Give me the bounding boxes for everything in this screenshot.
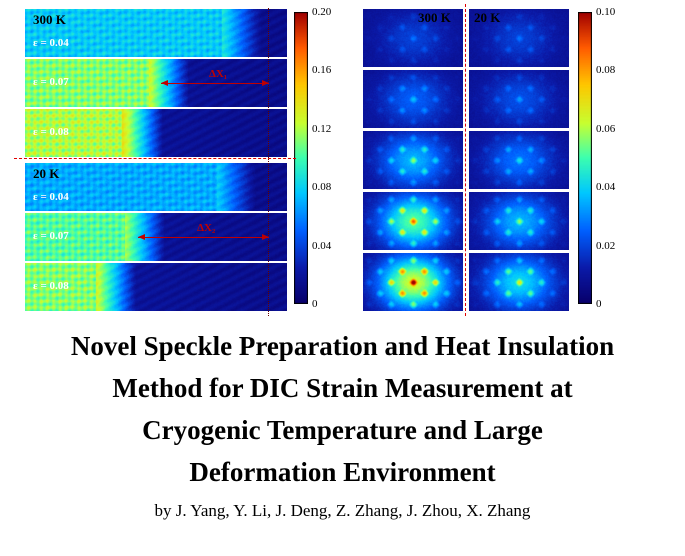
dashed-divider-vertical <box>465 4 466 316</box>
heatmap-canvas <box>469 131 569 189</box>
colorbar-tick: 0 <box>596 298 602 310</box>
strain-label: ε = 0.08 <box>33 126 69 138</box>
heatmap-row: ε = 0.04 300 K <box>24 8 286 56</box>
colorbar-tick: 0.16 <box>312 64 331 76</box>
strain-label: ε = 0.04 <box>33 191 69 203</box>
heatmap-row: ε = 0.08 <box>24 108 286 156</box>
heatmap-row: ε = 0.07 ΔX₁ <box>24 58 286 106</box>
heatmap-canvas <box>363 253 463 311</box>
colorbar-right: 0.100.080.060.040.020 <box>578 12 592 304</box>
delta-label: ΔX₂ <box>197 222 215 234</box>
heatmap-canvas <box>25 163 287 211</box>
dashed-divider-horizontal <box>14 158 296 159</box>
title-line-2: Method for DIC Strain Measurement at <box>0 368 685 410</box>
heatmap-canvas <box>469 192 569 250</box>
heatmap-canvas <box>469 253 569 311</box>
title-line-3: Cryogenic Temperature and Large <box>0 410 685 452</box>
heatmap-canvas <box>363 131 463 189</box>
heatmap-canvas <box>363 70 463 128</box>
strain-label: ε = 0.04 <box>33 37 69 49</box>
colorbar-tick: 0.12 <box>312 123 331 135</box>
right-panel: 300 K20 K 0.100.080.060.040.020 <box>362 8 622 312</box>
heatmap-row: ε = 0.08 <box>24 262 286 310</box>
colorbar-tick: 0.08 <box>312 181 331 193</box>
left-panel: ε = 0.04 300 K ε = 0.07 ΔX₁ ε = 0.08 ε = 0.04… <box>24 8 312 312</box>
delta-arrow <box>138 237 269 238</box>
colorbar-tick: 0.08 <box>596 64 615 76</box>
heatmap-row <box>468 191 568 249</box>
heatmap-row <box>362 191 462 249</box>
colorbar-tick: 0.02 <box>596 240 615 252</box>
heatmap-row <box>362 69 462 127</box>
heatmap-row <box>468 130 568 188</box>
right-column: 300 K <box>362 8 462 312</box>
title-line-1: Novel Speckle Preparation and Heat Insul… <box>0 326 685 368</box>
colorbar-tick: 0.04 <box>596 181 615 193</box>
heatmap-row <box>468 69 568 127</box>
colorbar-tick: 0.06 <box>596 123 615 135</box>
heatmap-canvas <box>469 70 569 128</box>
delta-label: ΔX₁ <box>209 68 227 80</box>
colorbar-tick: 0.10 <box>596 6 615 18</box>
title-line-4: Deformation Environment <box>0 452 685 494</box>
temperature-label: 300 K <box>418 10 451 26</box>
strain-label: ε = 0.08 <box>33 280 69 292</box>
heatmap-canvas <box>363 192 463 250</box>
title-block: Novel Speckle Preparation and Heat Insul… <box>0 326 685 521</box>
heatmap-row <box>362 252 462 310</box>
strain-label: ε = 0.07 <box>33 230 69 242</box>
delta-arrow <box>161 83 268 84</box>
temperature-label: 300 K <box>33 12 66 28</box>
colorbar-tick: 0.20 <box>312 6 331 18</box>
strain-label: ε = 0.07 <box>33 76 69 88</box>
right-column: 20 K <box>468 8 568 312</box>
authors-line: by J. Yang, Y. Li, J. Deng, Z. Zhang, J.… <box>0 501 685 521</box>
colorbar-tick: 0.04 <box>312 240 331 252</box>
temperature-label: 20 K <box>33 166 59 182</box>
heatmap-row <box>362 130 462 188</box>
heatmap-row: ε = 0.07 ΔX₂ <box>24 212 286 260</box>
colorbar-left: 0.200.160.120.080.040 <box>294 12 308 304</box>
figure-area: ε = 0.04 300 K ε = 0.07 ΔX₁ ε = 0.08 ε = 0.04… <box>24 8 664 312</box>
temperature-label: 20 K <box>474 10 500 26</box>
colorbar-tick: 0 <box>312 298 318 310</box>
heatmap-row: ε = 0.04 20 K <box>24 162 286 210</box>
heatmap-row <box>468 252 568 310</box>
reference-vertical-line <box>268 8 269 316</box>
